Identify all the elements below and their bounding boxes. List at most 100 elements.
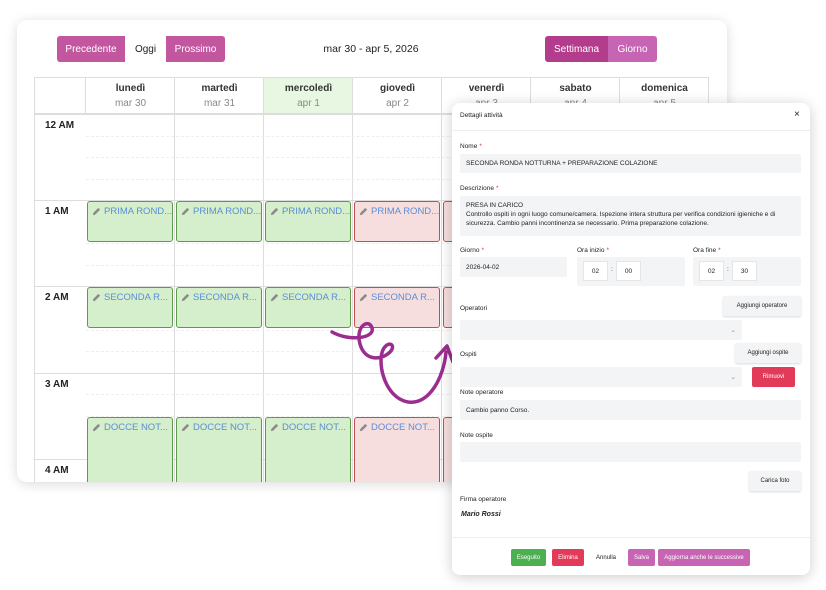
time-label: 4 AM [45,464,69,476]
label-text: Descrizione [460,185,494,192]
divider [452,537,810,538]
remove-button[interactable]: Rimuovi [752,367,795,387]
hour-input[interactable]: 02 [699,261,724,281]
field-label: Ora fine * [693,247,721,254]
event[interactable]: DOCCE NOT... [265,416,351,482]
row-line [86,329,710,331]
time-label: 1 AM [45,206,69,218]
day-name: martedì [201,83,238,94]
signature: Mario Rossi [461,511,501,518]
day-input[interactable]: 2026-04-02 [460,257,567,277]
minute-input[interactable]: 30 [732,261,757,281]
day-header [175,78,264,114]
view-button[interactable]: Settimana [545,36,608,62]
event[interactable]: DOCCE NOT... [87,416,173,482]
guests-select[interactable]: ⌄ [460,367,742,387]
event[interactable]: SECONDA R... [354,287,440,329]
nav-button[interactable]: Prossimo [166,36,225,62]
add-guest-button[interactable]: Aggiungi ospite [735,343,801,363]
required-mark: * [495,185,499,192]
event[interactable]: SECONDA R... [87,287,173,329]
corner [35,78,86,114]
arrow-head [434,344,455,364]
event-label: DOCCE NOT... [181,422,257,433]
event[interactable]: SECONDA R... [265,287,351,329]
day-column [264,114,353,482]
event-text: PRIMA ROND... [282,206,351,218]
row-line [35,114,710,115]
save-button[interactable]: Salva [628,549,655,566]
row-line [86,394,710,396]
field-label: Ora inizio * [577,247,609,254]
field-label: Nome * [460,143,482,150]
minute-input[interactable]: 00 [616,261,641,281]
pencil-icon [181,208,190,216]
event-text: DOCCE NOT... [371,421,435,433]
required-mark: * [606,247,609,254]
event[interactable]: DOCCE NOT... [176,416,262,482]
event-label: DOCCE NOT... [92,422,168,433]
done-button[interactable]: Eseguito [511,549,546,566]
event-text: PRIMA ROND... [193,206,262,218]
day-header [86,78,175,114]
day-column [175,114,264,482]
separator: : [727,266,729,273]
hour-input[interactable]: 02 [583,261,608,281]
event-text: SECONDA R... [104,292,168,304]
required-mark: * [718,247,721,254]
label-text: Ora inizio [577,247,605,254]
close-button[interactable]: × [794,109,800,120]
description-line: PRESA IN CARICO [466,202,524,209]
event-label: DOCCE NOT... [270,422,346,433]
row-line [35,372,710,374]
field-label: Ospiti [460,351,477,358]
nav-button[interactable]: Oggi [125,36,166,62]
date-range: mar 30 - apr 5, 2026 [323,43,419,55]
label-text: Ora fine [693,247,717,254]
upload-photo-button[interactable]: Carica foto [749,471,801,491]
event-label: PRIMA ROND... [92,206,172,217]
event-text: PRIMA ROND... [371,206,440,218]
event[interactable]: PRIMA ROND... [354,201,440,243]
required-mark: * [479,143,482,150]
row-line [86,157,710,159]
view-button[interactable]: Giorno [608,36,657,62]
description-input[interactable]: PRESA IN CARICO Controllo ospiti in ogni… [460,196,801,236]
guest-notes-input[interactable] [460,442,801,462]
event[interactable]: PRIMA ROND... [87,201,173,243]
operators-select[interactable]: ⌄ [460,320,742,340]
row-line [86,351,710,353]
event-label: SECONDA R... [270,292,346,303]
event[interactable]: DOCCE NOT... [354,416,440,482]
event-text: DOCCE NOT... [282,421,346,433]
operator-notes-input[interactable]: Cambio panno Corso. [460,400,801,420]
event-label: DOCCE NOT... [359,422,435,433]
pencil-icon [92,208,101,216]
day-name: venerdì [468,83,505,94]
name-input[interactable]: SECONDA RONDA NOTTURNA + PREPARAZIONE CO… [460,154,801,173]
event[interactable]: SECONDA R... [176,287,262,329]
add-operator-button[interactable]: Aggiungi operatore [723,296,801,316]
dialog: Dettagli attività × Nome * SECONDA RONDA … [452,103,810,575]
delete-button[interactable]: Elimina [552,549,584,566]
event-label: PRIMA ROND... [181,206,261,217]
row-line [86,243,710,245]
day-column [86,114,175,482]
row-line [86,178,710,180]
pencil-icon [359,294,368,302]
arrow-path [330,322,448,404]
event[interactable]: PRIMA ROND... [176,201,262,243]
nav-button[interactable]: Precedente [57,36,125,62]
event[interactable]: PRIMA ROND... [265,201,351,243]
day-header [264,78,353,114]
event-text: DOCCE NOT... [104,421,168,433]
field-label: Note operatore [460,389,504,396]
update-following-button[interactable]: Aggiorna anche le successive [658,549,750,566]
pencil-icon [270,208,279,216]
field-label: Firma operatore [460,496,507,503]
field-label: Giorno * [460,247,484,254]
description-line: Controllo ospiti in ogni luogo comune/ca… [466,211,776,227]
pencil-icon [359,423,368,431]
cancel-button[interactable]: Annulla [590,549,622,566]
